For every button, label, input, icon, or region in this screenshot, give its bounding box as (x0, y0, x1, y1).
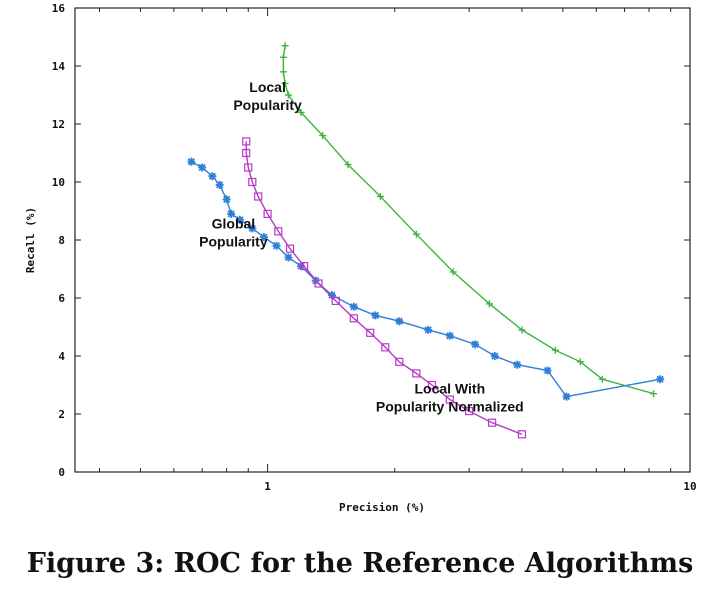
data-point (381, 343, 390, 352)
annotation-label: Popularity (233, 97, 302, 113)
y-tick-label: 14 (52, 60, 66, 73)
y-tick-label: 0 (58, 466, 65, 479)
data-point (490, 352, 499, 360)
data-point (198, 163, 207, 172)
y-tick-label: 8 (58, 234, 65, 247)
x-tick-label: 10 (683, 480, 696, 493)
data-point (412, 230, 420, 238)
data-point (551, 346, 559, 354)
data-point (235, 215, 244, 224)
data-point (244, 163, 253, 172)
data-point (279, 68, 287, 76)
data-point (272, 241, 281, 250)
data-point (242, 137, 251, 146)
data-point (543, 366, 552, 375)
y-tick-label: 10 (52, 176, 65, 189)
data-point (598, 375, 606, 383)
data-point (395, 357, 404, 366)
data-point (487, 418, 497, 427)
data-point (259, 233, 268, 242)
roc-chart: 0 2 4 6 8 10 12 14 16 1 10 Local Popularity Global P… (24, 2, 697, 514)
annotation-label: Popularity Normalized (376, 399, 524, 415)
data-point (281, 79, 289, 87)
figure-caption: Figure 3: ROC for the Reference Algorith… (26, 548, 694, 579)
series-2 (242, 137, 527, 439)
data-point (471, 340, 480, 349)
data-point (449, 268, 457, 276)
data-point (187, 157, 196, 166)
data-point (366, 328, 375, 337)
data-point (517, 430, 527, 439)
data-point (518, 326, 526, 334)
y-tick-label: 16 (52, 2, 66, 15)
annotation-label: Local (249, 79, 286, 95)
series-line (245, 141, 523, 435)
y-axis-label: Recall (%) (24, 207, 37, 273)
data-point (297, 108, 305, 116)
data-point (285, 244, 295, 253)
data-point (248, 224, 257, 233)
data-point (274, 227, 283, 236)
data-point (254, 192, 263, 201)
data-point (227, 209, 236, 218)
data-point (424, 325, 433, 334)
data-point (215, 180, 224, 189)
x-tick-label: 1 (264, 480, 271, 493)
data-point (485, 300, 493, 308)
data-point (284, 91, 292, 99)
annotation-label: Local With (414, 381, 485, 397)
data-point (319, 132, 327, 140)
data-point (513, 360, 522, 369)
data-point (465, 407, 474, 416)
data-point (314, 279, 323, 288)
series-layer (187, 42, 665, 439)
data-point (284, 253, 293, 262)
data-point (650, 390, 658, 398)
data-point (279, 53, 287, 61)
y-tick-label: 12 (52, 118, 65, 131)
data-point (327, 291, 336, 300)
series-1 (187, 157, 665, 401)
data-point (412, 369, 421, 378)
y-tick-label: 2 (58, 408, 65, 421)
data-point (331, 296, 340, 305)
data-point (395, 317, 404, 326)
data-point (371, 311, 380, 320)
data-point (349, 302, 358, 311)
data-point (576, 358, 584, 366)
data-point (208, 172, 217, 181)
x-axis-ticks: 1 10 (98, 8, 697, 493)
data-point (344, 161, 352, 169)
y-axis-ticks: 0 2 4 6 8 10 12 14 16 (52, 2, 690, 479)
data-point (445, 331, 454, 340)
annotation-label: Popularity (199, 233, 268, 249)
y-tick-label: 6 (58, 292, 65, 305)
x-axis-label: Precision (%) (339, 501, 425, 514)
data-point (376, 193, 384, 200)
data-point (248, 177, 257, 187)
data-point (656, 375, 665, 384)
data-point (299, 262, 309, 271)
data-point (242, 148, 251, 158)
series-0 (279, 42, 658, 398)
data-point (445, 395, 454, 404)
data-point (222, 195, 231, 204)
annotation-label: Global (212, 215, 256, 231)
y-tick-label: 4 (58, 350, 65, 363)
data-point (263, 209, 272, 218)
data-point (281, 42, 289, 50)
data-point (427, 380, 437, 390)
data-point (349, 314, 358, 323)
data-point (562, 392, 571, 401)
annotations: Local Popularity Global Popularity Local Wit… (199, 79, 524, 415)
